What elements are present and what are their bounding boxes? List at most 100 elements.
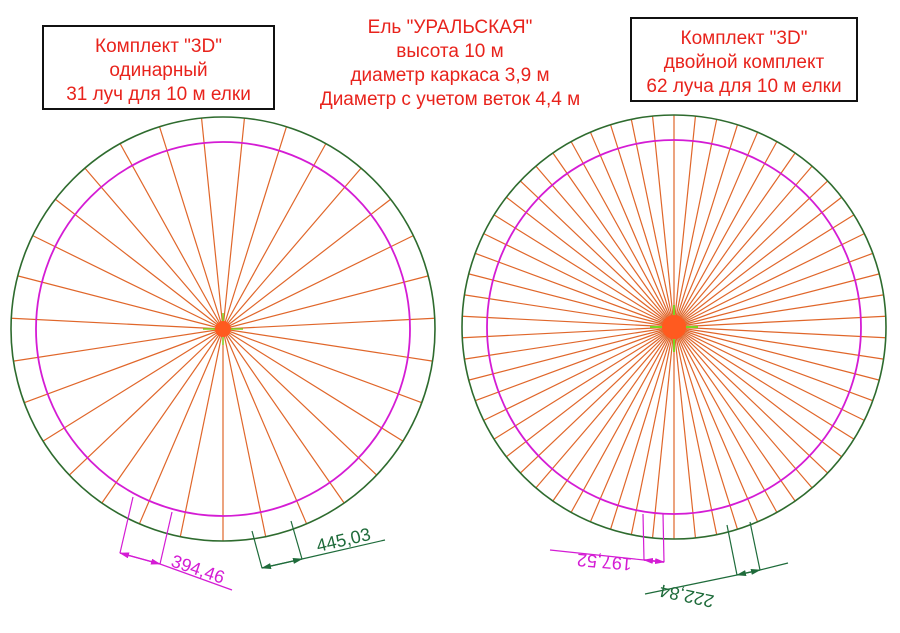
right-kit-line-2: двойной комплект: [663, 52, 825, 73]
right-ray: [673, 326, 886, 339]
tree-height: высота 10 м: [396, 41, 504, 62]
right-ray: [673, 165, 813, 328]
left-inner-circle: [35, 141, 411, 517]
right-ray: [673, 326, 855, 440]
left-outer-circle: [10, 116, 436, 542]
right-ray: [552, 152, 675, 328]
right-ray: [609, 326, 675, 530]
right-ray: [673, 326, 880, 381]
left-ray: [222, 328, 423, 404]
right-ray: [673, 196, 843, 328]
left-kit-line-2: одинарный: [109, 60, 208, 81]
right-ray: [483, 233, 675, 328]
left-ray: [222, 235, 414, 330]
left-ray: [23, 328, 224, 404]
right-ray: [673, 326, 865, 421]
right-ray: [464, 326, 675, 360]
left-ray: [222, 328, 345, 504]
right-ray: [673, 180, 829, 328]
left-ray: [42, 328, 224, 442]
right-ray: [673, 326, 718, 535]
left-tree-diagram: 445,03 394,46: [10, 116, 436, 591]
right-ray: [673, 214, 855, 328]
right-ray: [535, 326, 675, 489]
left-inner-dimension: 394,46: [119, 496, 233, 591]
right-inner-circle: [486, 139, 862, 515]
right-ray: [493, 326, 675, 440]
right-ray: [535, 165, 675, 328]
right-tree-diagram: 197,52 222,84: [461, 114, 887, 611]
right-ray: [589, 326, 675, 523]
right-ray: [673, 326, 829, 474]
right-ray: [552, 326, 675, 502]
right-ray: [630, 119, 675, 328]
right-ray: [673, 294, 884, 328]
right-ray: [493, 214, 675, 328]
right-ray: [651, 326, 675, 538]
left-ray: [222, 328, 308, 525]
right-ray: [505, 326, 675, 458]
left-ray: [222, 317, 435, 330]
right-ray: [673, 315, 886, 328]
right-ray: [570, 326, 675, 513]
right-ray: [570, 141, 675, 328]
left-ray: [84, 167, 224, 330]
left-ray: [222, 328, 433, 362]
right-ray: [673, 326, 843, 458]
right-ray: [474, 326, 675, 402]
right-ray: [519, 326, 675, 474]
right-ray: [673, 131, 759, 328]
right-kit-line-3: 62 луча для 10 м елки: [646, 76, 842, 97]
left-ray: [222, 143, 327, 330]
left-inner-dim-value: 394,46: [169, 551, 228, 588]
left-ray: [158, 126, 224, 330]
left-ray: [222, 167, 362, 330]
right-ray: [673, 326, 874, 402]
right-ray: [673, 119, 718, 328]
right-rays: [462, 115, 886, 539]
right-inner-dim-value: 197,52: [576, 550, 633, 575]
right-ray: [505, 196, 675, 328]
right-kit-line-1: Комплект "3D": [680, 28, 808, 49]
right-outer-circle: [461, 114, 887, 540]
right-ray: [673, 116, 697, 328]
right-ray: [589, 131, 675, 328]
left-ray: [11, 317, 224, 330]
right-ray: [673, 273, 880, 328]
left-ray: [222, 328, 378, 476]
right-ray: [673, 326, 778, 513]
right-kit-label-box: Комплект "3D" двойной комплект 62 луча д…: [630, 17, 858, 102]
left-ray: [119, 143, 224, 330]
branch-diameter: Диаметр с учетом веток 4,4 м: [319, 89, 581, 110]
left-ray: [13, 328, 224, 362]
right-ray: [673, 326, 697, 538]
right-ray: [462, 326, 675, 339]
right-ray: [673, 326, 796, 502]
left-ray: [68, 328, 224, 476]
left-kit-line-1: Комплект "3D": [95, 36, 222, 57]
right-ray: [519, 180, 675, 328]
right-ray: [651, 116, 675, 328]
right-ray: [673, 152, 796, 328]
left-ray: [222, 275, 429, 330]
right-ray: [468, 273, 675, 328]
left-ray: [138, 328, 224, 525]
right-ray: [483, 326, 675, 421]
left-rays: [11, 118, 435, 541]
left-hub: [203, 313, 243, 345]
right-ray: [673, 141, 778, 328]
left-ray: [222, 198, 392, 330]
right-ray: [462, 315, 675, 328]
left-ray: [222, 126, 288, 330]
left-ray: [222, 328, 267, 537]
frame-diameter: диаметр каркаса 3,9 м: [350, 65, 550, 86]
left-ray: [101, 328, 224, 504]
left-ray: [17, 275, 224, 330]
right-ray: [673, 326, 759, 523]
right-ray: [673, 233, 865, 328]
right-ray: [673, 326, 884, 360]
left-ray: [222, 328, 404, 442]
right-ray: [468, 326, 675, 381]
right-hub: [650, 305, 698, 352]
